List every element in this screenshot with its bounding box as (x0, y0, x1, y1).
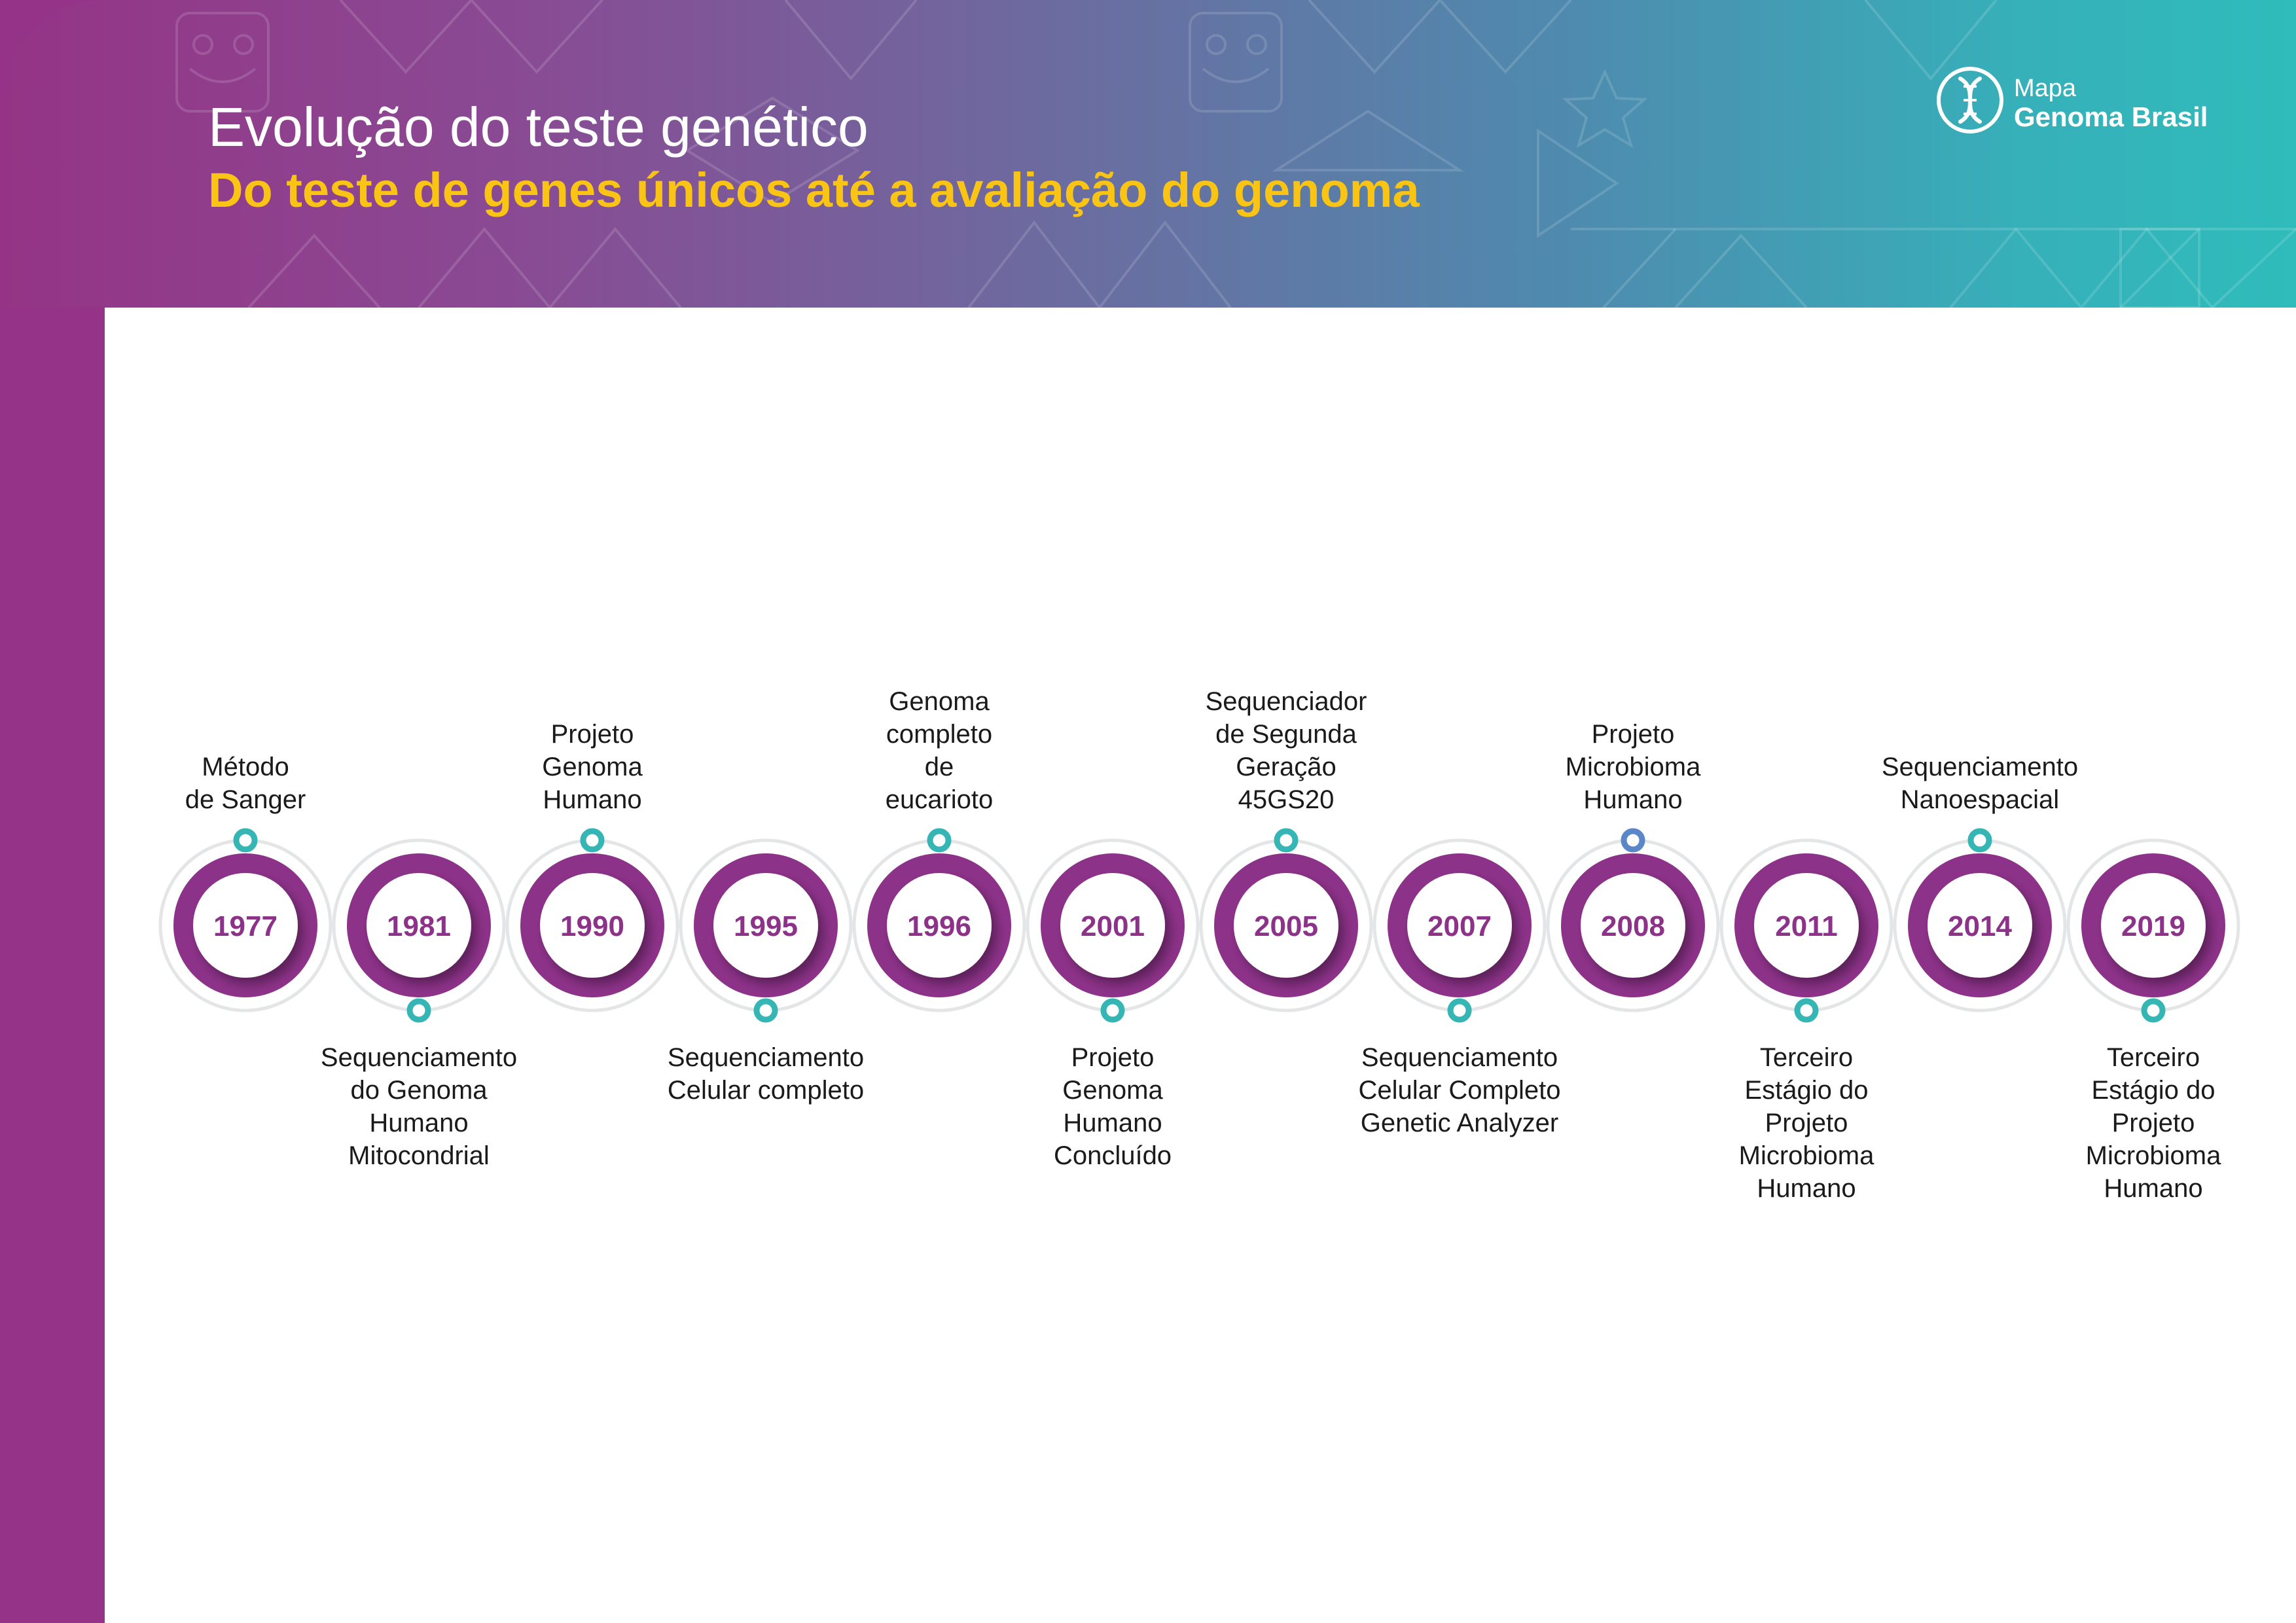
event-label-1977: Método de Sanger (185, 753, 306, 814)
event-label-2007: Sequenciamento Celular Completo Genetic … (1358, 1043, 1561, 1137)
header-banner: Evolução do teste genético Do teste de g… (0, 0, 2296, 308)
connector-dot (1621, 828, 1645, 853)
timeline-node-2005: 2005 (1199, 828, 1373, 1012)
dna-icon (1937, 67, 2003, 134)
year-disc (367, 873, 471, 978)
year-label: 1995 (734, 910, 798, 942)
year-disc (1581, 873, 1685, 978)
year-disc (540, 873, 645, 978)
timeline-node-1996: 1996 (852, 828, 1026, 1012)
year-label: 1977 (213, 910, 278, 942)
year-disc (1060, 873, 1165, 978)
year-disc (1234, 873, 1338, 978)
year-label: 2005 (1254, 910, 1318, 942)
connector-dot (406, 998, 431, 1023)
connector-dot (580, 828, 605, 853)
event-label-2008: Projeto Microbioma Humano (1565, 720, 1701, 814)
year-label: 1996 (907, 910, 971, 942)
year-disc (713, 873, 818, 978)
logo-text-genoma-brasil: Genoma Brasil (2014, 101, 2208, 132)
event-label-1995: Sequenciamento Celular completo (667, 1043, 865, 1105)
event-label-1990: Projeto Genoma Humano (542, 720, 643, 814)
timeline-node-2001: 2001 (1026, 838, 1200, 1023)
connector-dot (1794, 998, 1819, 1023)
event-label-2005: Sequenciador de Segunda Geração 45GS20 (1205, 687, 1367, 814)
page-subtitle: Do teste de genes únicos até a avaliação… (208, 163, 1420, 217)
year-label: 1981 (387, 910, 451, 942)
connector-dot (1274, 828, 1299, 853)
connector-dot (1967, 828, 1992, 853)
logo: Mapa Genoma Brasil (1934, 64, 2209, 136)
timeline-node-1995: 1995 (679, 838, 853, 1023)
year-label: 2001 (1081, 910, 1145, 942)
year-label: 2019 (2121, 910, 2185, 942)
timeline-node-2014: 2014 (1893, 828, 2067, 1012)
year-disc (2101, 873, 2206, 978)
timeline-node-2007: 2007 (1372, 838, 1547, 1023)
logo-text-mapa: Mapa (2014, 75, 2077, 102)
timeline-node-2008: 2008 (1546, 828, 1720, 1012)
year-disc (887, 873, 992, 978)
timeline-node-1977: 1977 (158, 828, 332, 1012)
connector-dot (1100, 998, 1125, 1023)
event-label-2019: Terceiro Estágio do Projeto Microbioma H… (2085, 1043, 2221, 1203)
timeline-node-1981: 1981 (332, 838, 506, 1023)
timeline-node-2011: 2011 (1719, 838, 1893, 1023)
year-disc (193, 873, 298, 978)
year-label: 2008 (1601, 910, 1665, 942)
event-label-1996: Genoma completo de eucarioto (885, 687, 994, 814)
connector-dot (927, 828, 952, 853)
year-disc (1928, 873, 2032, 978)
connector-dot (2141, 998, 2166, 1023)
year-disc (1754, 873, 1859, 978)
year-label: 2011 (1775, 910, 1837, 942)
year-disc (1407, 873, 1512, 978)
event-label-1981: Sequenciamento do Genoma Humano Mitocond… (320, 1043, 518, 1170)
connector-dot (233, 828, 258, 853)
year-label: 2007 (1427, 910, 1492, 942)
timeline-node-1990: 1990 (505, 828, 679, 1012)
connector-dot (753, 998, 778, 1023)
event-label-2001: Projeto Genoma Humano Concluído (1053, 1043, 1172, 1170)
event-label-2011: Terceiro Estágio do Projeto Microbioma H… (1738, 1043, 1874, 1203)
geometric-pattern (175, 0, 2296, 308)
timeline-node-2019: 2019 (2066, 838, 2240, 1023)
event-label-2014: Sequenciamento Nanoespacial (1881, 753, 2079, 814)
page-title: Evolução do teste genético (208, 96, 869, 158)
year-label: 1990 (560, 910, 624, 942)
connector-dot (1447, 998, 1472, 1023)
year-label: 2014 (1948, 910, 2012, 942)
